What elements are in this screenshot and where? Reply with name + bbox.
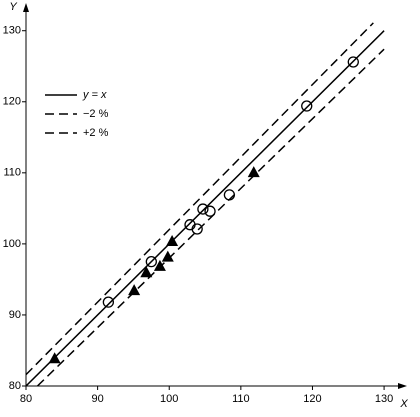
triangle-marker [166, 235, 179, 247]
y-tick-label: 90 [9, 309, 21, 321]
y-tick-label: 100 [3, 238, 21, 250]
x-axis-label: X [399, 398, 408, 410]
y-tick-label: 130 [3, 25, 21, 37]
circle-marker [301, 100, 313, 112]
x-axis-arrow [398, 383, 407, 389]
triangle-marker [140, 266, 153, 278]
x-tick-label: 80 [20, 393, 32, 405]
circle-marker [223, 189, 236, 201]
y-tick-label: 80 [9, 380, 21, 392]
circle-marker [191, 223, 203, 235]
triangle-marker [128, 284, 141, 296]
legend-label: −2 % [83, 108, 109, 120]
legend-label: +2 % [83, 127, 109, 139]
x-tick-label: 90 [91, 393, 103, 405]
circle-marker [347, 56, 359, 68]
y-axis-label: Y [9, 1, 17, 13]
reference-line [25, 22, 374, 376]
circle-marker [145, 255, 157, 268]
circle-marker [102, 296, 115, 308]
triangle-marker [247, 166, 260, 178]
y-tick-label: 110 [3, 167, 21, 179]
x-tick-label: 110 [232, 393, 250, 405]
reference-line [25, 30, 385, 387]
x-tick-label: 120 [303, 393, 321, 405]
triangle-marker [48, 352, 61, 364]
circle-marker [197, 203, 209, 215]
legend-label: y = x [82, 89, 107, 101]
y-axis-arrow [23, 3, 29, 12]
x-tick-label: 100 [160, 393, 178, 405]
x-tick-label: 130 [375, 393, 393, 405]
reference-line [36, 48, 385, 387]
triangle-marker [161, 250, 174, 262]
triangle-marker [153, 259, 166, 271]
circle-marker [204, 205, 216, 217]
y-tick-label: 120 [3, 96, 21, 108]
